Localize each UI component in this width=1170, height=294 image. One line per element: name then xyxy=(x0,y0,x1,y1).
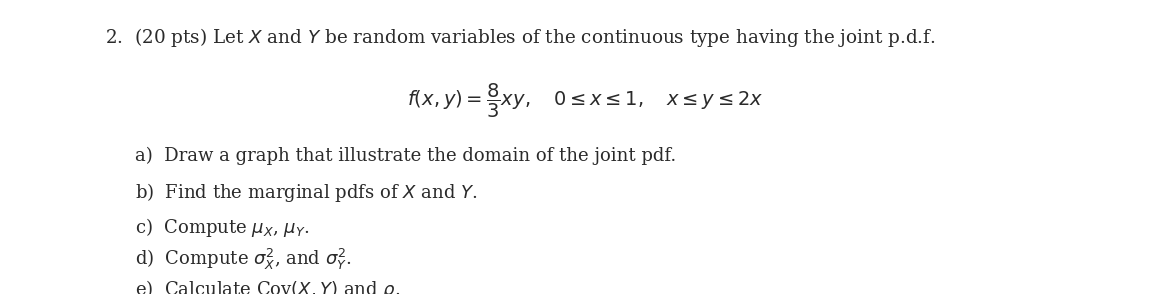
Text: a)  Draw a graph that illustrate the domain of the joint pdf.: a) Draw a graph that illustrate the doma… xyxy=(135,147,676,165)
Text: 2.  (20 pts) Let $X$ and $Y$ be random variables of the continuous type having t: 2. (20 pts) Let $X$ and $Y$ be random va… xyxy=(105,26,936,49)
Text: $f(x, y) = \dfrac{8}{3}xy, \quad 0 \leq x \leq 1, \quad x \leq y \leq 2x$: $f(x, y) = \dfrac{8}{3}xy, \quad 0 \leq … xyxy=(407,82,763,121)
Text: c)  Compute $\mu_X$, $\mu_Y$.: c) Compute $\mu_X$, $\mu_Y$. xyxy=(135,216,309,239)
Text: b)  Find the marginal pdfs of $X$ and $Y$.: b) Find the marginal pdfs of $X$ and $Y$… xyxy=(135,181,477,204)
Text: e)  Calculate Cov$(X, Y)$ and $\rho$.: e) Calculate Cov$(X, Y)$ and $\rho$. xyxy=(135,278,400,294)
Text: d)  Compute $\sigma^2_X$, and $\sigma^2_Y$.: d) Compute $\sigma^2_X$, and $\sigma^2_Y… xyxy=(135,247,351,272)
